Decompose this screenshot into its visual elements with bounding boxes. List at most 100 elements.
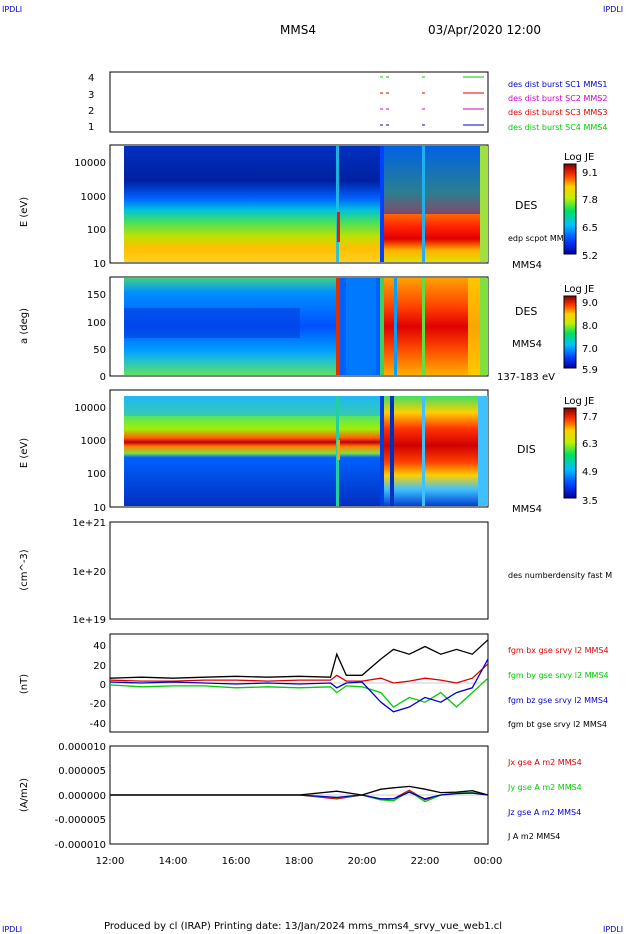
- des-energy-tick-1000: 1000: [81, 192, 106, 203]
- des-pitch-ylabel: a (deg): [19, 308, 30, 344]
- current-tick-5: -0.000010: [55, 840, 106, 851]
- corner-label-top-right: IPDLI: [603, 5, 623, 14]
- des-pitch-energy-range: 137-183 eV: [497, 372, 555, 383]
- density-panel: (cm^-3) 1e+21 1e+20 1e+19 des numberdens…: [19, 518, 612, 626]
- dis-energy-cbar-tick-3: 4.9: [582, 467, 598, 478]
- des-pitch-cbar-tick-4: 5.9: [582, 365, 598, 376]
- des-pitch-cbar-title: Log JE: [564, 284, 594, 295]
- des-pitch-tick-50: 50: [93, 345, 106, 356]
- dis-energy-cbar-title: Log JE: [564, 396, 594, 407]
- x-tick-1600: 16:00: [222, 856, 251, 867]
- bfield-tick-40: 40: [93, 641, 106, 652]
- corner-label-bottom-left: IPDLI: [2, 925, 22, 934]
- spacecraft-title: MMS4: [280, 23, 316, 37]
- burst-tick-2: 2: [88, 106, 94, 117]
- dis-energy-spacecraft: MMS4: [512, 504, 542, 515]
- des-energy-cbar-title: Log JE: [564, 152, 594, 163]
- burst-tick-1: 1: [88, 122, 94, 133]
- current-tick-2: 0.000005: [58, 766, 106, 777]
- bfield-series-2: [109, 658, 489, 713]
- des-pitch-colorbar: [563, 295, 577, 369]
- des-pitch-spacecraft: MMS4: [512, 339, 542, 350]
- dis-energy-colorbar: [563, 407, 577, 499]
- current-panel: (A/m2) 0.000010 0.000005 0.000000 -0.000…: [19, 742, 582, 867]
- bfield-tick-m40: -40: [90, 719, 106, 730]
- bfield-series-1: [109, 677, 489, 708]
- bfield-ylabel: (nT): [19, 674, 30, 694]
- current-series-3: [110, 785, 489, 796]
- dis-energy-cbar-tick-2: 6.3: [582, 439, 598, 450]
- dis-energy-tick-100: 100: [87, 469, 106, 480]
- des-energy-cbar-tick-4: 5.2: [582, 251, 598, 262]
- des-energy-cbar-tick-3: 6.5: [582, 223, 598, 234]
- des-energy-panel: E (eV) 10000 1000 100 10 DES edp scpot M…: [19, 144, 598, 271]
- current-legend-j: J A m2 MMS4: [507, 832, 560, 841]
- des-pitch-panel: a (deg) 150 100 50 0 DES MMS4 137-183 eV…: [19, 276, 598, 383]
- current-tick-1: 0.000010: [58, 742, 106, 753]
- x-tick-1200: 12:00: [96, 856, 125, 867]
- des-energy-tick-100: 100: [87, 225, 106, 236]
- x-tick-0000: 00:00: [474, 856, 503, 867]
- des-energy-tick-10: 10: [93, 259, 106, 270]
- dis-energy-tick-1000: 1000: [81, 436, 106, 447]
- dis-energy-cbar-tick-4: 3.5: [582, 496, 598, 507]
- des-energy-ylabel: E (eV): [19, 197, 30, 227]
- corner-label-bottom-right: IPDLI: [603, 925, 623, 934]
- burst-legend-sc1: des dist burst SC1 MMS1: [508, 80, 607, 89]
- x-tick-1400: 14:00: [159, 856, 188, 867]
- des-pitch-tick-0: 0: [100, 372, 106, 383]
- bfield-panel: (nT) 40 20 0 -20 -40 fgm bx gse srvy l2 …: [19, 633, 609, 733]
- des-pitch-tick-150: 150: [87, 290, 106, 301]
- burst-legend-sc4: des dist burst SC4 MMS4: [508, 123, 607, 132]
- x-tick-1800: 18:00: [285, 856, 314, 867]
- des-energy-spectrogram: [124, 146, 380, 262]
- bfield-legend-by: fgm by gse srvy l2 MMS4: [508, 671, 609, 680]
- corner-label-top-left: IPDLI: [2, 5, 22, 14]
- des-energy-label: DES: [515, 199, 537, 212]
- current-tick-3: 0.000000: [58, 791, 106, 802]
- dis-energy-tick-10000: 10000: [74, 403, 106, 414]
- des-pitch-cbar-tick-3: 7.0: [582, 344, 598, 355]
- dis-energy-panel: E (eV) 10000 1000 100 10 DIS MMS4 Log JE…: [19, 389, 598, 515]
- bfield-legend-bx: fgm bx gse srvy l2 MMS4: [508, 646, 609, 655]
- density-ylabel: (cm^-3): [19, 549, 30, 590]
- burst-tick-4: 4: [88, 73, 94, 84]
- dis-energy-tick-10: 10: [93, 503, 106, 514]
- current-legend-jy: Jy gse A m2 MMS4: [507, 783, 582, 792]
- bfield-legend-bz: fgm bz gse srvy l2 MMS4: [508, 696, 608, 705]
- burst-tick-3: 3: [88, 90, 94, 101]
- plot-datetime: 03/Apr/2020 12:00: [428, 23, 541, 37]
- des-pitch-cbar-tick-1: 9.0: [582, 298, 598, 309]
- bfield-tick-0: 0: [100, 680, 106, 691]
- des-energy-overlay-label: edp scpot MMS4: [508, 234, 574, 243]
- des-energy-cbar-tick-1: 9.1: [582, 168, 598, 179]
- bfield-tick-m20: -20: [90, 699, 106, 710]
- density-tick-1e19: 1e+19: [72, 615, 106, 626]
- dis-energy-label: DIS: [517, 443, 536, 456]
- bfield-tick-20: 20: [93, 661, 106, 672]
- des-pitch-cbar-tick-2: 8.0: [582, 321, 598, 332]
- bfield-series-3: [109, 639, 489, 679]
- current-legend-jx: Jx gse A m2 MMS4: [507, 758, 582, 767]
- density-legend: des numberdensity fast M: [508, 571, 612, 580]
- current-ylabel: (A/m2): [19, 778, 30, 812]
- footer-credit: Produced by cl (IRAP) Printing date: 13/…: [104, 921, 502, 932]
- x-tick-2200: 22:00: [411, 856, 440, 867]
- burst-legend-sc2: des dist burst SC2 MMS2: [508, 94, 607, 103]
- dis-energy-ylabel: E (eV): [19, 438, 30, 468]
- current-legend-jz: Jz gse A m2 MMS4: [507, 808, 581, 817]
- burst-legend-sc3: des dist burst SC3 MMS3: [508, 108, 607, 117]
- des-energy-spacecraft: MMS4: [512, 260, 542, 271]
- des-pitch-label: DES: [515, 305, 537, 318]
- des-energy-cbar-tick-2: 7.8: [582, 195, 598, 206]
- des-pitch-tick-100: 100: [87, 318, 106, 329]
- bfield-legend-bt: fgm bt gse srvy l2 MMS4: [508, 720, 607, 729]
- density-tick-1e20: 1e+20: [72, 567, 106, 578]
- burst-panel: 4 3 2 1 des dist burst SC1 MMS1 des dist…: [88, 71, 607, 133]
- current-tick-4: -0.000005: [55, 815, 106, 826]
- x-tick-2000: 20:00: [348, 856, 377, 867]
- des-energy-tick-10000: 10000: [74, 158, 106, 169]
- des-energy-colorbar: [563, 163, 577, 255]
- dis-energy-cbar-tick-1: 7.7: [582, 412, 598, 423]
